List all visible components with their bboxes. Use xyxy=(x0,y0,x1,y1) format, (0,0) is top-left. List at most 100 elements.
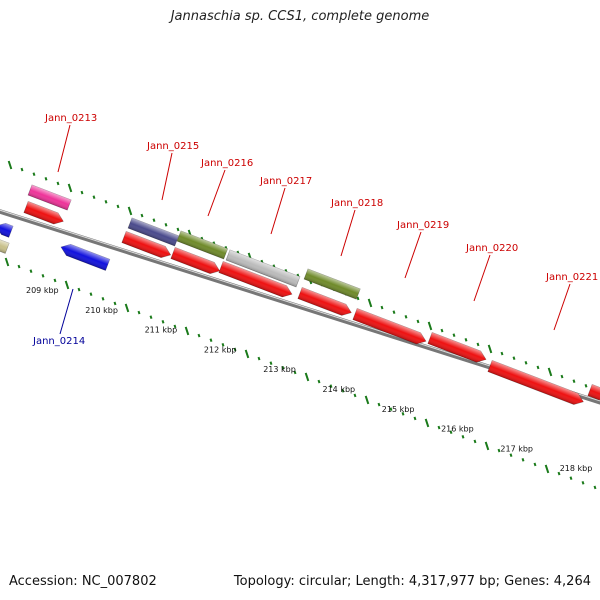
feature-gray-block xyxy=(225,249,301,288)
outer-major-tick xyxy=(7,160,13,170)
leader-line xyxy=(57,124,71,173)
inner-minor-tick xyxy=(581,480,585,485)
inner-minor-tick xyxy=(161,319,165,324)
inner-minor-tick xyxy=(173,324,177,329)
scale-labels: 209 kbp 210 kbp 211 kbp 212 kbp 213 kbp 214 k… xyxy=(26,286,592,473)
outer-minor-tick xyxy=(404,314,408,319)
inner-major-tick xyxy=(184,326,190,336)
gene-label-jann_0218: Jann_0218 xyxy=(330,198,383,209)
inner-minor-tick xyxy=(377,402,381,407)
scale-label: 217 kbp xyxy=(500,444,533,453)
outer-minor-tick xyxy=(32,172,36,177)
feature-track xyxy=(0,184,600,405)
scale-label: 214 kbp xyxy=(323,385,356,394)
scale-label: 216 kbp xyxy=(441,425,474,434)
inner-minor-tick xyxy=(269,361,273,366)
inner-minor-tick xyxy=(389,407,393,411)
outer-minor-tick xyxy=(56,181,60,186)
feature-jann-0214-cds xyxy=(60,243,111,271)
feature-jann-0217-cds xyxy=(218,261,293,298)
inner-minor-tick xyxy=(137,310,141,315)
leader-line xyxy=(553,283,571,331)
inner-minor-tick xyxy=(29,269,33,274)
leader-line xyxy=(161,152,173,201)
inner-minor-tick xyxy=(569,476,573,480)
inner-major-tick xyxy=(304,372,310,382)
outer-minor-tick xyxy=(152,218,156,223)
inner-minor-tick xyxy=(509,453,513,457)
gene-label-jann_0217: Jann_0217 xyxy=(259,176,312,187)
outer-minor-tick xyxy=(80,190,84,195)
topology-summary: Topology: circular; Length: 4,317,977 bp… xyxy=(233,574,591,589)
feature-jann-0214-cds-shine xyxy=(61,244,110,271)
inner-minor-tick xyxy=(101,296,105,301)
inner-major-tick xyxy=(544,464,550,474)
scale-label: 213 kbp xyxy=(263,365,296,374)
feature-navy-block-shine xyxy=(128,217,179,247)
inner-minor-tick xyxy=(521,457,525,462)
scale-label: 211 kbp xyxy=(145,326,178,335)
inner-minor-tick xyxy=(233,347,237,352)
inner-minor-tick xyxy=(449,430,453,434)
outer-major-tick xyxy=(487,344,493,354)
leader-line xyxy=(340,209,356,257)
outer-minor-tick xyxy=(356,296,360,301)
outer-minor-tick xyxy=(116,204,120,209)
gene-label-jann_0216: Jann_0216 xyxy=(200,158,253,169)
accession-text: Accession: NC_007802 xyxy=(9,574,157,589)
feature-tan-left-shine xyxy=(0,238,10,254)
inner-minor-tick xyxy=(113,301,117,306)
outer-minor-tick xyxy=(464,337,468,342)
feature-jann-0215-cds xyxy=(121,231,172,258)
inner-tick-ring xyxy=(4,257,597,490)
gene-label-jann_0221: Jann_0221 xyxy=(545,272,598,283)
outer-minor-tick xyxy=(476,342,480,347)
feature-jann-0213-cds xyxy=(23,201,64,225)
label-leaders xyxy=(57,124,571,335)
outer-minor-tick xyxy=(164,222,168,227)
inner-minor-tick xyxy=(401,411,405,416)
feature-olive-block-1-shine xyxy=(177,230,228,260)
outer-minor-tick xyxy=(536,365,540,370)
feature-jann-0222-cds-shine xyxy=(587,384,600,400)
outer-major-tick xyxy=(127,206,133,216)
outer-minor-tick xyxy=(392,310,396,314)
feature-jann-0220-cds xyxy=(427,332,487,363)
feature-jann-0216-cds-shine xyxy=(170,247,220,274)
outer-minor-tick xyxy=(572,379,576,383)
feature-jann-0222-cds xyxy=(587,384,600,401)
feature-jann-0219-cds-shine xyxy=(352,308,426,344)
gene-label-jann_0214: Jann_0214 xyxy=(32,336,85,347)
map-title: Jannaschia sp. CCS1, complete genome xyxy=(170,9,430,24)
outer-minor-tick xyxy=(500,351,504,356)
scale-label: 218 kbp xyxy=(560,464,593,473)
outer-minor-tick xyxy=(440,328,444,333)
gene-label-jann_0219: Jann_0219 xyxy=(396,220,449,231)
feature-jann-0219-cds xyxy=(352,308,427,345)
outer-major-tick xyxy=(67,183,73,193)
inner-minor-tick xyxy=(437,425,441,430)
inner-minor-tick xyxy=(413,416,417,421)
feature-jann-0221-cds-shine xyxy=(487,360,584,405)
feature-reverse-blue-left-shine xyxy=(0,223,14,238)
feature-jann-0218-cds xyxy=(297,287,352,316)
feature-navy-block xyxy=(127,217,180,247)
outer-major-tick xyxy=(547,367,553,377)
leader-line xyxy=(59,288,74,335)
gene-label-jann_0213: Jann_0213 xyxy=(44,113,97,124)
feature-tan-left xyxy=(0,238,10,254)
inner-minor-tick xyxy=(329,384,333,388)
inner-minor-tick xyxy=(77,287,81,292)
inner-major-tick xyxy=(424,418,430,428)
outer-minor-tick xyxy=(584,383,588,388)
inner-minor-tick xyxy=(221,342,225,347)
inner-minor-tick xyxy=(281,365,285,370)
outer-minor-tick xyxy=(104,199,108,204)
feature-jann-0213-pink-shine xyxy=(28,184,72,211)
inner-minor-tick xyxy=(257,356,261,361)
inner-major-tick xyxy=(124,303,130,313)
feature-jann-0217-cds-shine xyxy=(218,261,292,297)
inner-minor-tick xyxy=(497,448,501,453)
